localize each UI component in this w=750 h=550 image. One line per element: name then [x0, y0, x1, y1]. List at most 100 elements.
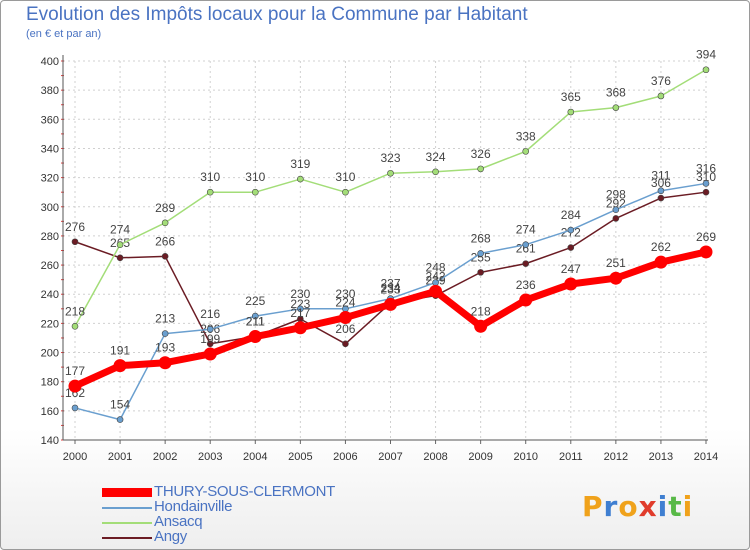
data-point-thury-sous-clermont — [158, 356, 172, 370]
x-tick-label: 2009 — [468, 451, 492, 463]
data-label-angy: 223 — [290, 297, 310, 311]
data-label-hondainville: 225 — [245, 294, 265, 308]
data-point-angy — [206, 340, 214, 348]
data-point-thury-sous-clermont — [248, 330, 262, 344]
x-tick-label: 2006 — [333, 451, 357, 463]
data-label-hondainville: 298 — [606, 188, 626, 202]
y-tick-label: 220 — [41, 318, 59, 330]
y-tick-label: 200 — [41, 348, 59, 360]
logo-letter: t — [668, 490, 683, 523]
data-point-ansacq — [432, 168, 439, 176]
data-label-hondainville: 284 — [561, 208, 581, 222]
logo-letter: P — [582, 490, 604, 523]
data-label-ansacq: 394 — [696, 48, 716, 62]
data-point-hondainville — [297, 305, 304, 313]
data-point-thury-sous-clermont — [384, 297, 397, 311]
y-tick-label: 260 — [41, 260, 59, 272]
y-tick-label: 180 — [41, 377, 59, 389]
data-label-ansacq: 274 — [110, 223, 130, 237]
y-tick-label: 400 — [41, 56, 59, 68]
data-point-thury-sous-clermont — [203, 347, 217, 361]
y-tick-label: 280 — [41, 231, 59, 243]
data-point-ansacq — [206, 188, 214, 196]
chart-subtitle: (en € et par an) — [26, 28, 102, 40]
data-label-hondainville: 230 — [335, 287, 355, 301]
y-tick-label: 240 — [41, 289, 59, 301]
data-point-ansacq — [297, 175, 304, 183]
data-point-thury-sous-clermont — [654, 255, 668, 269]
data-point-thury-sous-clermont — [699, 245, 713, 259]
legend-label: Hondainville — [154, 498, 233, 515]
data-point-thury-sous-clermont — [113, 359, 127, 373]
y-tick-label: 300 — [41, 202, 59, 214]
legend-swatch — [102, 522, 152, 524]
data-label-ansacq: 323 — [380, 151, 400, 165]
data-label-thury-sous-clermont: 217 — [290, 306, 310, 320]
data-point-angy — [522, 260, 530, 267]
data-point-thury-sous-clermont — [609, 271, 623, 285]
data-point-hondainville — [161, 330, 169, 337]
y-tick-label: 340 — [41, 143, 59, 155]
data-label-thury-sous-clermont: 193 — [155, 341, 175, 355]
data-label-ansacq: 368 — [606, 86, 626, 100]
data-point-ansacq — [342, 188, 349, 196]
data-point-hondainville — [116, 416, 124, 423]
logo-letter: i — [657, 490, 669, 523]
x-tick-label: 2014 — [694, 451, 718, 463]
data-label-hondainville: 213 — [155, 312, 175, 326]
data-label-thury-sous-clermont: 262 — [651, 240, 671, 254]
data-point-ansacq — [477, 165, 484, 173]
data-point-hondainville — [612, 206, 620, 213]
data-point-hondainville — [477, 250, 484, 257]
data-point-hondainville — [567, 226, 575, 234]
y-tick-label: 320 — [41, 173, 59, 185]
data-point-angy — [612, 215, 620, 222]
data-label-ansacq: 310 — [245, 170, 265, 184]
data-label-ansacq: 326 — [471, 147, 491, 161]
x-tick-label: 2010 — [513, 451, 537, 463]
legend-swatch — [102, 537, 152, 539]
data-point-ansacq — [116, 241, 124, 248]
data-label-angy: 266 — [155, 234, 175, 248]
data-point-ansacq — [657, 92, 665, 100]
data-point-angy — [116, 254, 124, 262]
data-label-ansacq: 319 — [290, 157, 310, 171]
logo-letter: x — [638, 490, 658, 523]
data-point-thury-sous-clermont — [474, 319, 488, 333]
data-point-hondainville — [522, 241, 530, 248]
data-point-hondainville — [251, 312, 259, 320]
data-label-thury-sous-clermont: 211 — [246, 315, 265, 329]
data-label-thury-sous-clermont: 218 — [471, 304, 491, 318]
data-label-ansacq: 376 — [651, 74, 671, 88]
data-label-ansacq: 310 — [200, 170, 220, 184]
data-label-hondainville: 268 — [471, 231, 491, 245]
data-label-angy: 234 — [380, 281, 400, 295]
y-tick-label: 380 — [41, 85, 59, 97]
legend-label: Angy — [154, 528, 187, 545]
data-point-angy — [161, 253, 169, 260]
data-label-thury-sous-clermont: 224 — [335, 296, 355, 310]
data-label-angy: 206 — [335, 322, 355, 336]
data-label-hondainville: 154 — [110, 398, 130, 412]
data-point-ansacq — [522, 148, 530, 155]
data-point-thury-sous-clermont — [519, 293, 533, 307]
data-point-thury-sous-clermont — [68, 379, 82, 393]
data-label-angy: 310 — [696, 170, 716, 184]
data-point-ansacq — [567, 108, 575, 116]
data-point-thury-sous-clermont — [429, 284, 443, 298]
logo-letter: i — [682, 490, 694, 523]
data-point-ansacq — [387, 169, 394, 177]
data-label-hondainville: 248 — [426, 261, 446, 275]
data-label-ansacq: 218 — [65, 304, 85, 318]
x-tick-label: 2005 — [288, 451, 312, 463]
x-tick-label: 2000 — [63, 451, 87, 463]
data-label-thury-sous-clermont: 247 — [561, 262, 581, 276]
x-tick-label: 2007 — [378, 451, 402, 463]
data-label-thury-sous-clermont: 269 — [696, 230, 716, 244]
data-point-ansacq — [71, 322, 79, 330]
x-tick-label: 2004 — [243, 451, 267, 463]
data-label-hondainville: 230 — [290, 287, 310, 301]
data-label-hondainville: 237 — [380, 277, 400, 291]
data-point-hondainville — [702, 180, 710, 187]
proxiti-logo: Proxiti — [582, 490, 693, 523]
